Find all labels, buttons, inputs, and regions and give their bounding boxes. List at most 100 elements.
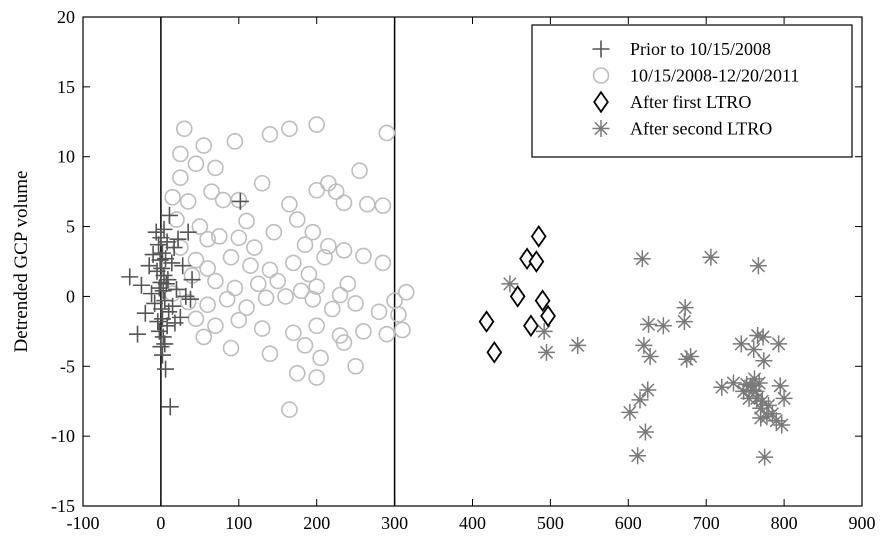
data-point: [370, 303, 388, 321]
data-point: [641, 348, 659, 366]
data-point: [540, 304, 556, 328]
data-point: [750, 374, 768, 392]
data-point: [129, 325, 147, 343]
x-tick-label: 0: [156, 513, 165, 533]
data-point: [207, 272, 224, 290]
data-point: [300, 265, 318, 283]
data-point: [238, 299, 255, 316]
data-point: [308, 278, 326, 295]
series-plus: [121, 192, 249, 416]
data-point: [179, 193, 197, 210]
legend-marker: [593, 90, 609, 114]
data-point: [753, 392, 771, 410]
data-point: [320, 174, 337, 192]
data-point: [199, 230, 216, 248]
data-point: [187, 155, 205, 172]
data-point: [378, 124, 396, 142]
data-point: [150, 236, 168, 254]
data-point: [747, 382, 765, 400]
data-point: [285, 254, 302, 272]
data-point: [390, 306, 407, 323]
data-point: [148, 262, 166, 280]
data-point: [187, 310, 205, 328]
data-point: [732, 335, 750, 353]
data-point: [749, 257, 767, 275]
data-point: [261, 126, 279, 143]
data-point: [347, 357, 364, 375]
data-point: [152, 338, 170, 356]
data-point: [528, 250, 545, 273]
data-point: [226, 279, 244, 297]
data-point: [226, 133, 244, 150]
y-axis-label: Detrended GCP volume: [11, 171, 32, 353]
data-point: [242, 257, 259, 274]
data-point: [149, 313, 167, 331]
data-point: [211, 228, 228, 245]
data-point: [631, 391, 649, 409]
data-point: [230, 229, 248, 247]
plot-area: [121, 17, 793, 506]
legend: Prior to 10/15/2008 10/15/2008-12/20/2011…: [531, 24, 853, 158]
data-point: [292, 282, 310, 300]
data-point: [179, 293, 197, 311]
data-point: [735, 382, 753, 400]
data-point: [744, 381, 762, 399]
y-tick-label: 0: [66, 286, 75, 306]
data-point: [231, 192, 249, 210]
data-point: [136, 304, 154, 322]
data-point: [355, 323, 372, 340]
data-point: [682, 348, 700, 366]
y-tick-label: 20: [57, 7, 75, 27]
data-point: [155, 220, 173, 238]
data-point: [394, 321, 411, 339]
data-point: [171, 308, 189, 326]
data-point: [175, 120, 193, 138]
data-point: [320, 237, 337, 255]
data-point: [335, 194, 353, 212]
y-tick-label: 10: [57, 147, 75, 167]
data-point: [281, 120, 298, 138]
data-point: [296, 337, 314, 354]
data-point: [675, 313, 693, 331]
data-point: [164, 297, 182, 315]
data-point: [530, 224, 547, 248]
data-point: [121, 268, 139, 286]
data-point: [678, 350, 696, 368]
data-point: [261, 345, 279, 363]
data-point: [758, 408, 776, 426]
data-point: [754, 328, 772, 346]
data-point: [195, 137, 213, 154]
data-point: [771, 377, 789, 395]
data-point: [304, 223, 322, 241]
data-point: [165, 239, 183, 257]
data-point: [501, 275, 519, 293]
data-point: [296, 236, 314, 254]
data-point: [312, 349, 329, 367]
data-point: [629, 447, 647, 465]
data-point: [535, 322, 553, 340]
data-point: [713, 378, 731, 396]
data-point: [207, 159, 224, 177]
data-point: [374, 197, 392, 214]
data-point: [155, 266, 173, 284]
data-point: [316, 249, 333, 266]
y-tick-label: -10: [51, 426, 75, 446]
x-tick-label: 200: [303, 513, 330, 533]
x-tick-label: 300: [381, 513, 408, 533]
legend-marker: [592, 67, 610, 84]
data-point: [355, 247, 372, 265]
y-tick-label: 5: [66, 217, 75, 237]
data-point: [199, 296, 216, 314]
data-point: [308, 317, 326, 335]
data-point: [161, 398, 179, 416]
data-point: [749, 327, 767, 345]
y-tick-label: -15: [51, 496, 75, 516]
data-point: [158, 317, 176, 335]
data-point: [288, 211, 306, 228]
data-point: [195, 328, 213, 346]
data-point: [752, 409, 770, 427]
legend-item: After second LTRO: [592, 119, 772, 139]
data-point: [773, 416, 791, 434]
data-point: [281, 401, 298, 418]
data-point: [277, 288, 294, 305]
